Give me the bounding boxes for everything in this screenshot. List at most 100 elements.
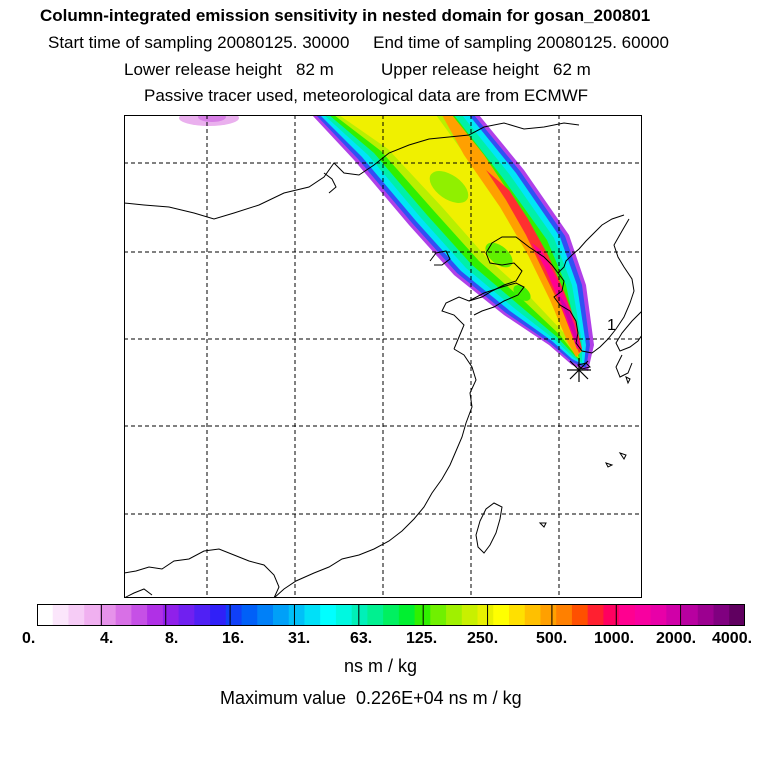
colorbar-cell-9: [178, 604, 195, 626]
plume-patch-magenta-inner: [198, 115, 226, 122]
colorbar-cell-11: [210, 604, 227, 626]
coast-korea: [553, 218, 635, 354]
coast-bohai: [441, 236, 559, 350]
colorbar-cell-22: [383, 604, 400, 626]
plume-lobe-green-south: [513, 285, 531, 301]
colorbar-tick-9: 1000.: [594, 630, 635, 647]
plume-layer-core: [556, 290, 579, 347]
colorbar-cell-40: [666, 604, 683, 626]
colorbar-dividers: [100, 604, 682, 626]
colorbar-cells: [37, 604, 745, 626]
sampling-times: Start time of sampling 20080125. 30000 E…: [48, 33, 768, 53]
colorbar-cell-29: [493, 604, 510, 626]
grid-lines: [124, 115, 642, 598]
colorbar-tick-6: 125.: [406, 630, 438, 647]
colorbar-cell-8: [162, 604, 180, 626]
colorbar-cell-12: [225, 604, 243, 626]
colorbar-cell-44: [729, 604, 745, 626]
colorbar-cell-37: [619, 604, 636, 626]
map-panel: 1: [124, 115, 642, 598]
colorbar-cell-7: [147, 604, 164, 626]
plume-layer-green: [329, 115, 580, 361]
start-time: Start time of sampling 20080125. 30000: [48, 33, 350, 52]
receptor-star-marker: [567, 358, 591, 382]
border-mongolia: [124, 122, 580, 220]
end-time: End time of sampling 20080125. 60000: [373, 33, 669, 52]
colorbar-cell-23: [398, 604, 416, 626]
border-southwest: [124, 548, 280, 598]
colorbar-cell-38: [634, 604, 652, 626]
upper-release: Upper release height 62 m: [381, 60, 591, 79]
coast-kyushu: [615, 354, 633, 378]
colorbar-cell-13: [241, 604, 258, 626]
colorbar-cell-19: [335, 604, 353, 626]
coastlines: [124, 122, 642, 598]
colorbar-cell-31: [524, 604, 541, 626]
colorbar-cell-14: [257, 604, 274, 626]
colorbar-cell-17: [304, 604, 321, 626]
colorbar-tick-2: 8.: [165, 630, 179, 647]
colorbar-cell-0: [37, 604, 54, 626]
plume-layer-magenta: [532, 243, 580, 349]
colorbar-cell-35: [587, 604, 604, 626]
coast-japan: [615, 310, 642, 352]
colorbar-cell-3: [84, 604, 101, 626]
island-ryukyu-4: [538, 522, 547, 528]
colorbar-tick-8: 500.: [536, 630, 568, 647]
tracer-note: Passive tracer used, meteorological data…: [144, 86, 589, 105]
colorbar-tick-0: 0.: [22, 630, 36, 647]
coast-east-china: [273, 348, 477, 598]
colorbar-cell-20: [351, 604, 368, 626]
plume-contour-label: 1: [607, 317, 616, 334]
colorbar-cell-43: [713, 604, 730, 626]
colorbar-cell-34: [571, 604, 589, 626]
colorbar-tick-3: 16.: [222, 630, 245, 647]
maximum-value: Maximum value 0.226E+04 ns m / kg: [220, 688, 522, 708]
map-frame: [124, 115, 642, 598]
colorbar-cell-25: [430, 604, 447, 626]
release-heights: Lower release height 82 m Upper release …: [124, 60, 768, 80]
plume-lobe-green-north: [429, 171, 469, 203]
colorbar-cell-42: [697, 604, 715, 626]
colorbar-cell-5: [115, 604, 132, 626]
colorbar-cell-36: [603, 604, 620, 626]
island-ryukyu-3: [605, 462, 614, 468]
colorbar-cell-10: [194, 604, 211, 626]
border-mongolia-east: [323, 172, 337, 194]
colorbar-cell-15: [273, 604, 290, 626]
colorbar-cell-41: [682, 604, 699, 626]
colorbar-tick-10: 2000.: [656, 630, 697, 647]
colorbar-cell-16: [288, 604, 305, 626]
coast-shandong: [468, 282, 525, 316]
colorbar-cell-33: [556, 604, 573, 626]
colorbar-cell-1: [52, 604, 69, 626]
colorbar-tick-5: 63.: [350, 630, 373, 647]
colorbar-cell-32: [540, 604, 557, 626]
map-canvas: [124, 115, 642, 598]
colorbar-cell-30: [509, 604, 526, 626]
coast-taiwan: [475, 502, 503, 554]
map-title: Column-integrated emission sensitivity i…: [40, 6, 651, 25]
colorbar-cell-39: [650, 604, 667, 626]
colorbar-cell-6: [131, 604, 148, 626]
colorbar: [37, 604, 745, 626]
colorbar-tick-11: 4000.: [712, 630, 753, 647]
plume-layer-orange: [442, 115, 582, 357]
colorbar-tick-4: 31.: [288, 630, 311, 647]
colorbar-cell-27: [461, 604, 479, 626]
plume-layer-yellow: [339, 115, 578, 357]
colorbar-frame: [37, 604, 745, 626]
colorbar-cell-28: [477, 604, 494, 626]
colorbar-tick-7: 250.: [467, 630, 499, 647]
coast-hainan: [124, 588, 153, 598]
coast-bohai-outline: [429, 250, 451, 266]
lower-release: Lower release height 82 m: [124, 60, 334, 79]
colorbar-cell-2: [68, 604, 85, 626]
plume-lobe-green-mid: [485, 242, 513, 268]
colorbar-cell-21: [367, 604, 384, 626]
colorbar-cell-26: [446, 604, 463, 626]
colorbar-cell-18: [320, 604, 337, 626]
colorbar-tick-1: 4.: [100, 630, 114, 647]
colorbar-cell-4: [99, 604, 117, 626]
border-northeast: [557, 214, 625, 274]
